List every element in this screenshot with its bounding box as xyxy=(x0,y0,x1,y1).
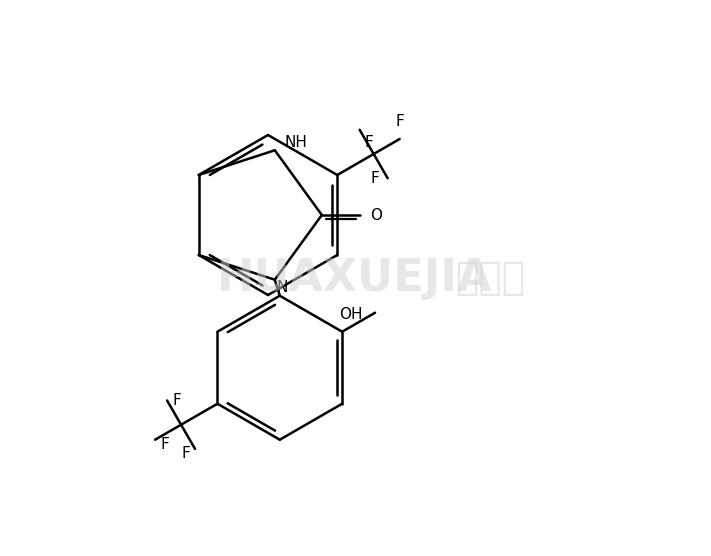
Text: 化学加: 化学加 xyxy=(455,259,525,297)
Text: NH: NH xyxy=(285,135,308,150)
Text: F: F xyxy=(181,446,190,461)
Text: F: F xyxy=(160,437,169,452)
Text: N: N xyxy=(277,280,288,295)
Text: F: F xyxy=(395,114,404,129)
Text: OH: OH xyxy=(340,307,363,322)
Text: F: F xyxy=(172,393,181,408)
Text: F: F xyxy=(365,135,373,150)
Text: HUAXUEJIA: HUAXUEJIA xyxy=(218,256,493,300)
Text: O: O xyxy=(370,207,382,222)
Text: F: F xyxy=(371,171,380,186)
